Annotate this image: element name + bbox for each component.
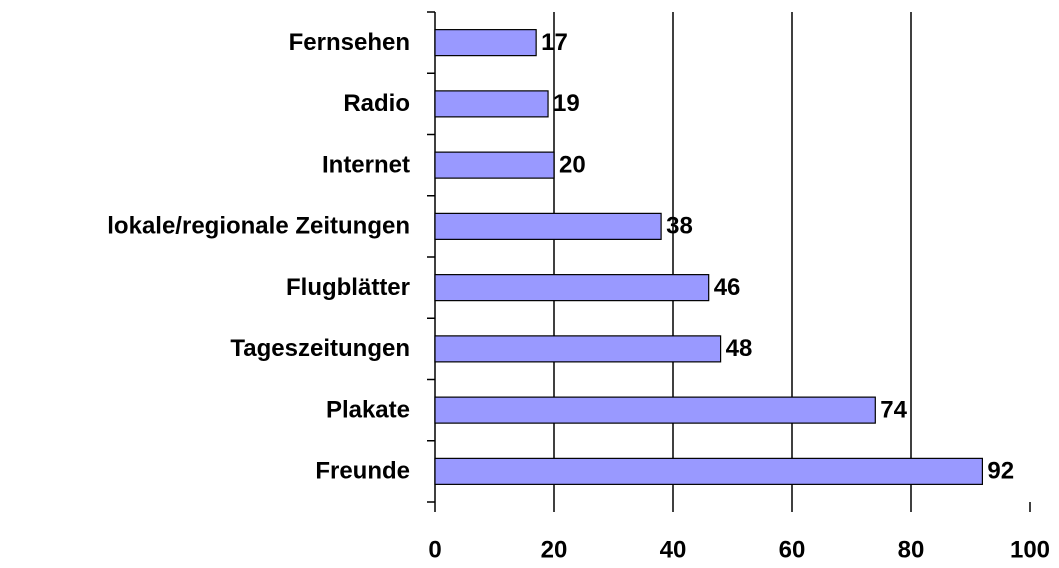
value-label: 74 (880, 396, 907, 423)
value-label: 48 (726, 335, 753, 362)
y-tick-label: Flugblätter (286, 274, 410, 301)
y-tick-label: Freunde (315, 458, 410, 485)
value-label: 17 (541, 29, 568, 56)
bar (434, 396, 876, 424)
y-tick-label: Fernsehen (289, 29, 410, 56)
bar (434, 90, 549, 118)
y-tick-label: Tageszeitungen (230, 335, 410, 362)
x-tick-label: 100 (1010, 536, 1050, 563)
bar (434, 212, 662, 240)
y-tick-label: Plakate (326, 396, 410, 423)
y-tick-label: Internet (322, 151, 410, 178)
value-label: 38 (666, 213, 693, 240)
bar (434, 457, 984, 485)
value-label: 46 (714, 274, 741, 301)
bar (434, 151, 555, 179)
x-tick-label: 0 (428, 536, 441, 563)
y-tick-label: Radio (343, 90, 410, 117)
value-label: 19 (553, 90, 580, 117)
value-label: 92 (987, 458, 1014, 485)
x-tick-label: 40 (660, 536, 687, 563)
bar (434, 274, 710, 302)
x-tick-label: 60 (779, 536, 806, 563)
y-tick-label: lokale/regionale Zeitungen (107, 213, 410, 240)
bar (434, 335, 722, 363)
x-tick-label: 80 (898, 536, 925, 563)
x-tick-label: 20 (541, 536, 568, 563)
value-label: 20 (559, 151, 586, 178)
bar (434, 29, 537, 57)
